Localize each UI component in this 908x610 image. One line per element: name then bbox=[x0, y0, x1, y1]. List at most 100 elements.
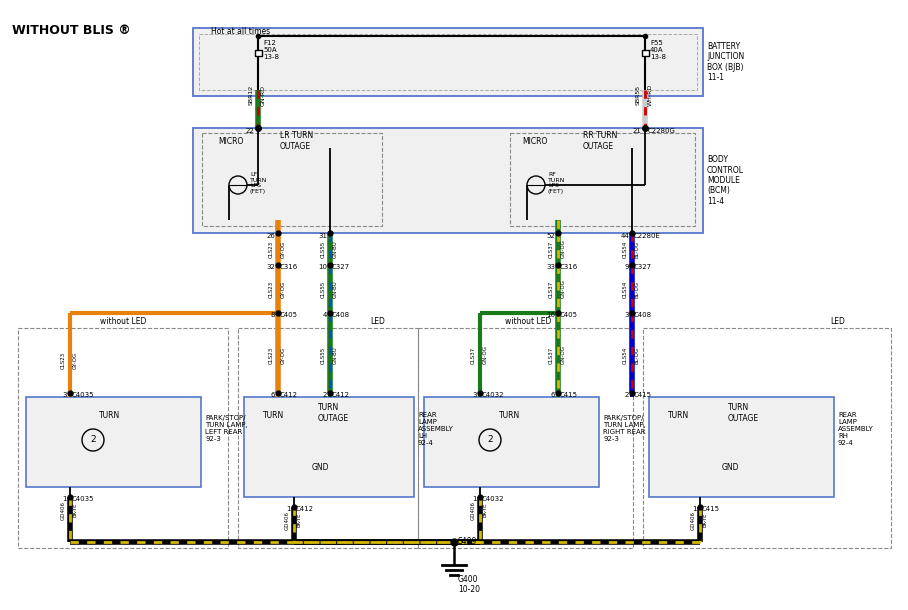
Text: CLS55: CLS55 bbox=[321, 281, 325, 298]
Text: 1: 1 bbox=[63, 496, 67, 502]
Text: CLS37: CLS37 bbox=[548, 240, 554, 257]
Text: 22: 22 bbox=[245, 128, 254, 134]
Text: CLS37: CLS37 bbox=[548, 281, 554, 298]
Text: CLS55: CLS55 bbox=[321, 240, 325, 257]
Text: C415: C415 bbox=[560, 392, 578, 398]
Text: GN-OG: GN-OG bbox=[482, 345, 488, 365]
Text: REAR
LAMP
ASSEMBLY
LH
92-4: REAR LAMP ASSEMBLY LH 92-4 bbox=[418, 412, 454, 446]
Text: CLS37: CLS37 bbox=[470, 346, 476, 364]
Text: CLS23: CLS23 bbox=[269, 346, 273, 364]
Text: TURN: TURN bbox=[99, 411, 121, 420]
Text: 4: 4 bbox=[322, 312, 327, 318]
Text: 3: 3 bbox=[625, 312, 629, 318]
Text: GD406: GD406 bbox=[470, 500, 476, 520]
Text: 2: 2 bbox=[322, 392, 327, 398]
Text: 6: 6 bbox=[271, 392, 275, 398]
Text: GY-OG: GY-OG bbox=[281, 281, 285, 298]
Text: TURN: TURN bbox=[499, 411, 520, 420]
Polygon shape bbox=[193, 128, 703, 233]
Text: F55
40A
13-8: F55 40A 13-8 bbox=[650, 40, 666, 60]
Text: MICRO: MICRO bbox=[218, 137, 243, 146]
Polygon shape bbox=[26, 397, 201, 487]
Text: 1: 1 bbox=[472, 496, 477, 502]
Text: LR TURN
OUTAGE: LR TURN OUTAGE bbox=[280, 131, 313, 151]
Text: GD406: GD406 bbox=[284, 511, 290, 529]
Text: GY-OG: GY-OG bbox=[281, 240, 285, 257]
Text: GD406: GD406 bbox=[690, 511, 696, 529]
Text: CLS55: CLS55 bbox=[321, 346, 325, 364]
Text: C412: C412 bbox=[296, 506, 314, 512]
Text: G400
10-20: G400 10-20 bbox=[458, 575, 480, 594]
Text: CLS54: CLS54 bbox=[623, 346, 627, 364]
Text: 2: 2 bbox=[488, 436, 493, 445]
Text: TURN
OUTAGE: TURN OUTAGE bbox=[318, 403, 349, 423]
Text: 21: 21 bbox=[632, 128, 641, 134]
Text: CLS54: CLS54 bbox=[623, 240, 627, 257]
Text: BL-OG: BL-OG bbox=[635, 240, 639, 257]
Text: C408: C408 bbox=[634, 312, 652, 318]
Text: 8: 8 bbox=[271, 312, 275, 318]
Text: C2280E: C2280E bbox=[634, 233, 661, 239]
Text: C4035: C4035 bbox=[72, 496, 94, 502]
Text: GN-OG: GN-OG bbox=[560, 345, 566, 365]
Text: RR TURN
OUTAGE: RR TURN OUTAGE bbox=[583, 131, 617, 151]
Polygon shape bbox=[649, 397, 834, 497]
Text: F12
50A
13-8: F12 50A 13-8 bbox=[263, 40, 279, 60]
Text: BL-OG: BL-OG bbox=[635, 346, 639, 364]
Polygon shape bbox=[244, 397, 414, 497]
Text: C316: C316 bbox=[280, 264, 298, 270]
Text: BATTERY
JUNCTION
BOX (BJB)
11-1: BATTERY JUNCTION BOX (BJB) 11-1 bbox=[707, 42, 745, 82]
Text: CLS23: CLS23 bbox=[61, 351, 65, 368]
Text: C405: C405 bbox=[280, 312, 298, 318]
Text: REAR
LAMP
ASSEMBLY
RH
92-4: REAR LAMP ASSEMBLY RH 92-4 bbox=[838, 412, 873, 446]
Text: BODY
CONTROL
MODULE
(BCM)
11-4: BODY CONTROL MODULE (BCM) 11-4 bbox=[707, 155, 744, 206]
Text: SBR55: SBR55 bbox=[636, 85, 640, 105]
Text: BL-OG: BL-OG bbox=[635, 281, 639, 298]
Text: TURN: TURN bbox=[263, 411, 284, 420]
Text: BK-YE: BK-YE bbox=[482, 503, 488, 517]
Text: CLS54: CLS54 bbox=[623, 281, 627, 298]
Text: Hot at all times: Hot at all times bbox=[211, 27, 270, 37]
Text: C4032: C4032 bbox=[482, 496, 505, 502]
Text: 6: 6 bbox=[550, 392, 555, 398]
Text: TURN
OUTAGE: TURN OUTAGE bbox=[728, 403, 759, 423]
Text: LED: LED bbox=[370, 317, 385, 326]
Text: CLS23: CLS23 bbox=[269, 240, 273, 257]
Text: GY-OG: GY-OG bbox=[73, 351, 77, 368]
Text: 3: 3 bbox=[472, 392, 477, 398]
Text: 32: 32 bbox=[266, 264, 275, 270]
Text: C415: C415 bbox=[702, 506, 720, 512]
Text: CLS23: CLS23 bbox=[269, 281, 273, 298]
Text: 1: 1 bbox=[287, 506, 291, 512]
Text: MICRO: MICRO bbox=[522, 137, 548, 146]
Text: 2: 2 bbox=[625, 392, 629, 398]
FancyBboxPatch shape bbox=[254, 50, 262, 56]
Text: TURN: TURN bbox=[668, 411, 689, 420]
Text: GN-BU: GN-BU bbox=[332, 280, 338, 298]
Text: GND: GND bbox=[311, 464, 329, 473]
Text: GN-OG: GN-OG bbox=[560, 279, 566, 298]
Text: without LED: without LED bbox=[505, 317, 551, 326]
Text: 33: 33 bbox=[546, 264, 555, 270]
Polygon shape bbox=[424, 397, 599, 487]
Text: RF
TURN
LPS
(FET): RF TURN LPS (FET) bbox=[548, 172, 566, 194]
Text: SBR12: SBR12 bbox=[249, 85, 253, 105]
Text: GN-RD: GN-RD bbox=[261, 85, 265, 106]
Text: WH-RD: WH-RD bbox=[647, 84, 653, 106]
Text: C412: C412 bbox=[332, 392, 350, 398]
Text: BK-YE: BK-YE bbox=[73, 503, 77, 517]
Text: WITHOUT BLIS ®: WITHOUT BLIS ® bbox=[12, 24, 131, 37]
Text: C316: C316 bbox=[560, 264, 578, 270]
Text: LED: LED bbox=[830, 317, 844, 326]
Text: C412: C412 bbox=[280, 392, 298, 398]
Text: 1: 1 bbox=[693, 506, 697, 512]
Text: GN-BU: GN-BU bbox=[332, 240, 338, 258]
Text: BK-YE: BK-YE bbox=[703, 513, 707, 527]
Text: 3: 3 bbox=[63, 392, 67, 398]
Text: LF
TURN
LPS
(FET): LF TURN LPS (FET) bbox=[250, 172, 267, 194]
Text: C327: C327 bbox=[634, 264, 652, 270]
Text: 31: 31 bbox=[318, 233, 327, 239]
Text: 16: 16 bbox=[546, 312, 555, 318]
Text: 44: 44 bbox=[620, 233, 629, 239]
Text: GD406: GD406 bbox=[61, 500, 65, 520]
